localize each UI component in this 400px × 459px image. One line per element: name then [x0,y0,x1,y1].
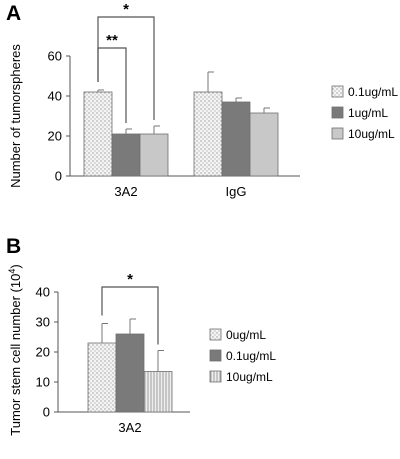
bar [111,133,141,177]
significance-bracket [97,16,155,120]
legend-label: 10ug/mL [226,370,273,384]
y-tick-label: 40 [48,89,62,104]
bar [249,112,279,177]
y-axis-label: Number of tumorspheres [8,44,23,188]
legend-swatch [331,85,344,98]
y-tick-label: 20 [48,129,62,144]
legend-label: 0.1ug/mL [226,349,276,363]
category-label: IgG [226,184,247,199]
category-label: 3A2 [114,184,137,199]
bar [193,91,223,177]
significance-marker: * [127,271,133,288]
legend-label: 1ug/mL [348,106,388,120]
legend-swatch [209,349,222,362]
panel-letter: B [6,235,21,258]
y-axis-label: Tumor stem cell number (104) [7,264,23,435]
bar [87,342,117,413]
significance-marker: ** [106,32,118,49]
significance-marker: * [123,1,129,18]
legend-swatch [331,127,344,140]
category-label: 3A2 [118,420,141,435]
bar [115,333,145,413]
y-tick-label: 30 [36,315,50,330]
y-tick-label: 40 [36,285,50,300]
bar [83,91,113,177]
legend-label: 10ug/mL [348,127,395,141]
significance-bracket [101,286,159,345]
y-tick-label: 10 [36,375,50,390]
panel-letter: A [6,2,21,25]
y-tick-label: 60 [48,49,62,64]
legend-swatch [331,106,344,119]
legend-label: 0ug/mL [226,328,266,342]
legend-label: 0.1ug/mL [348,85,398,99]
bar [221,101,251,177]
bar [139,133,169,177]
y-tick-label: 0 [43,405,50,420]
bar [143,371,173,413]
legend-swatch [209,328,222,341]
y-tick-label: 0 [55,169,62,184]
panel-b-chart: B 0 10 20 30 40 Tumor stem cell number (104) 3A… [6,235,276,436]
y-tick-label: 20 [36,345,50,360]
legend-swatch [209,370,222,383]
